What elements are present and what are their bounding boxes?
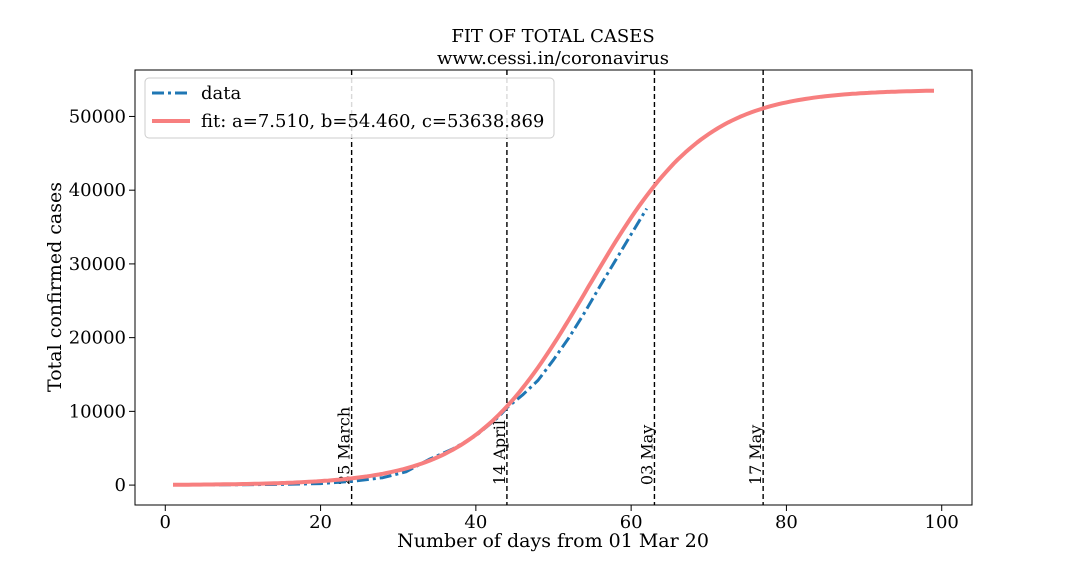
x-tick-label: 0 <box>160 512 171 533</box>
chart-title: FIT OF TOTAL CASES <box>451 26 654 47</box>
legend-label-fit: fit: a=7.510, b=54.460, c=53638.869 <box>201 111 544 132</box>
x-tick-label: 20 <box>309 512 332 533</box>
plot-area: 0 20 40 60 80 100 0 10000 20000 30000 40000 50000 25… <box>69 69 973 533</box>
y-tick-label: 0 <box>115 475 126 496</box>
y-tick-label: 30000 <box>69 254 126 275</box>
date-marker-label: 14 April <box>490 420 509 485</box>
y-axis-label: Total confirmed cases <box>44 182 66 392</box>
x-axis-label: Number of days from 01 Mar 20 <box>397 530 709 552</box>
series-line-fit <box>173 88 934 487</box>
date-marker-label: 25 March <box>335 407 354 485</box>
x-tick-label: 100 <box>925 512 959 533</box>
series-line-data <box>172 207 648 487</box>
y-tick-label: 40000 <box>69 180 126 201</box>
x-tick-label: 80 <box>775 512 798 533</box>
plot-frame <box>134 69 973 506</box>
y-tick-label: 20000 <box>69 328 126 349</box>
y-tick-label: 50000 <box>69 106 126 127</box>
x-tick-label: 60 <box>620 512 643 533</box>
legend: data fit: a=7.510, b=54.460, c=53638.869 <box>144 77 555 139</box>
date-marker-label: 03 May <box>637 425 656 485</box>
x-tick-label: 40 <box>464 512 487 533</box>
y-tick-label: 10000 <box>69 401 126 422</box>
chart-subtitle: www.cessi.in/coronavirus <box>437 48 669 69</box>
date-marker-label: 17 May <box>746 425 765 485</box>
legend-box <box>144 77 555 139</box>
legend-label-data: data <box>201 83 241 104</box>
